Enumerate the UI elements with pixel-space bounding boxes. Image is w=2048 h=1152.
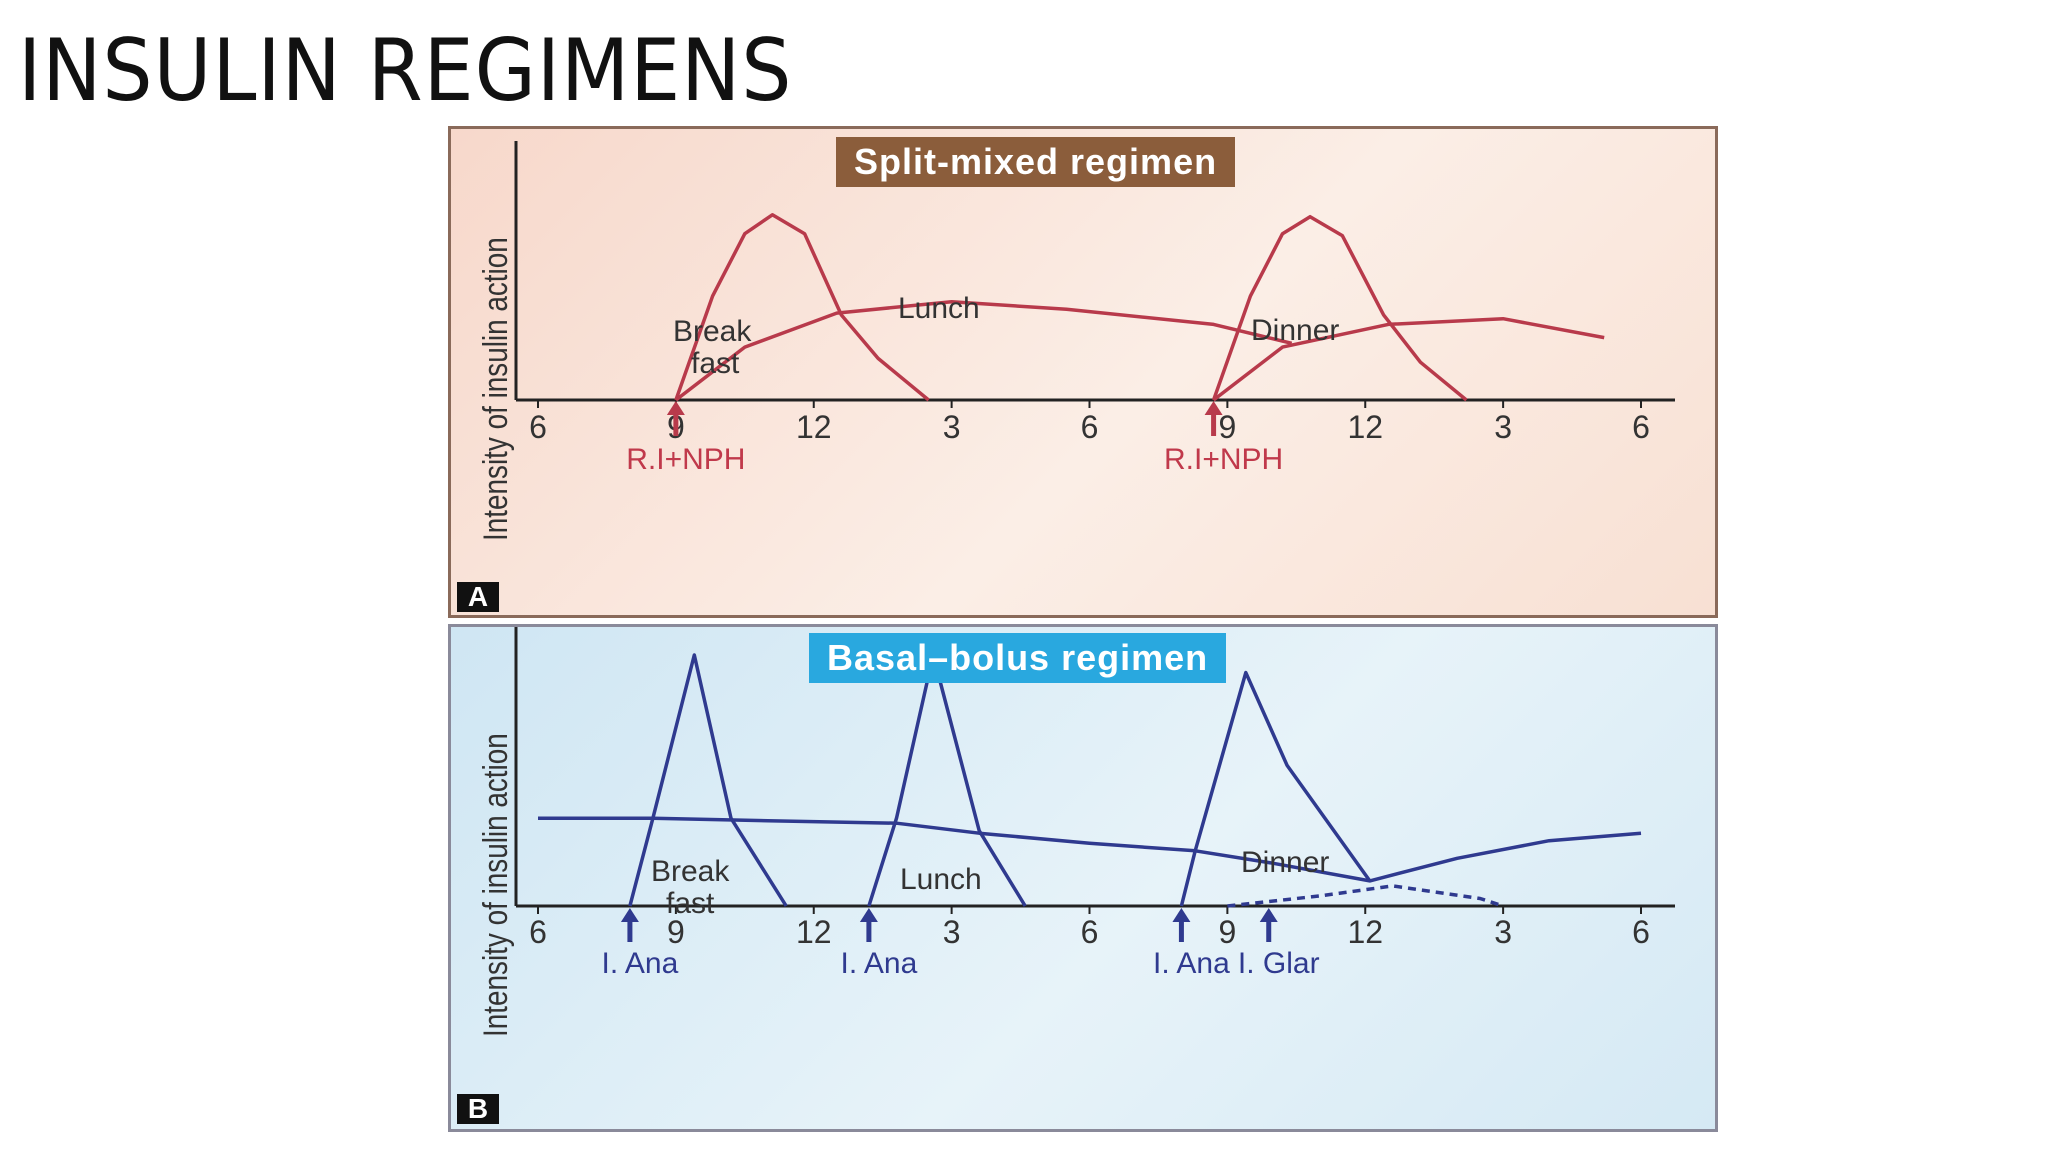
basal-bolus-chart: 6 9 12 3 6 9 12 3 6I. Ana I. Ana I. Ana I. GlarBrea… <box>514 627 1675 980</box>
dose-label: R.I+NPH <box>1164 443 1283 476</box>
x-tick-label: 6 <box>529 409 547 445</box>
breakfast-label-line2: fast <box>691 347 740 380</box>
slide-title: INSULIN REGIMENS <box>18 21 793 121</box>
x-tick-label: 6 <box>1081 409 1099 445</box>
dinner-label: Dinner <box>1241 846 1329 879</box>
x-tick-label: 3 <box>1494 409 1512 445</box>
x-tick-label: 3 <box>943 409 961 445</box>
x-tick-label: 6 <box>529 914 547 950</box>
basal-bolus-panel: 6 9 12 3 6 9 12 3 6 I. Ana I. Ana I. Ana I. Glar Brea… <box>448 624 1718 1132</box>
basal-bolus-title: Basal–bolus regimen <box>809 633 1227 683</box>
dose-label: I. Ana <box>602 947 679 980</box>
panel-b-badge: B <box>457 1094 499 1124</box>
dose-label: I. Glar <box>1238 947 1320 980</box>
series-line <box>1212 316 1605 402</box>
dose-arrow-head <box>666 401 685 415</box>
breakfast-label-line2: fast <box>666 887 715 920</box>
x-tick-label: 12 <box>796 914 832 950</box>
x-tick-label: 3 <box>1494 914 1512 950</box>
x-tick-label: 3 <box>943 914 961 950</box>
dose-label: R.I+NPH <box>626 443 745 476</box>
x-tick-label: 12 <box>796 409 832 445</box>
series-line <box>1179 670 1372 907</box>
dose-arrow-head <box>620 908 639 922</box>
split-mixed-y-axis-label: Intensity of insulin action <box>477 237 515 541</box>
dose-arrow-head <box>1204 401 1223 415</box>
x-tick-label: 6 <box>1081 914 1099 950</box>
x-tick-label: 12 <box>1347 409 1383 445</box>
x-tick-label: 6 <box>1632 409 1650 445</box>
dose-label: I. Ana <box>1153 947 1230 980</box>
dose-label: I. Ana <box>841 947 918 980</box>
series-line <box>628 653 788 907</box>
series-line <box>1227 884 1504 908</box>
x-tick-label: 6 <box>1632 914 1650 950</box>
split-mixed-panel: 69123691236R.I+NPHR.I+NPHBreakfastLunchD… <box>448 126 1718 618</box>
split-mixed-chart: 69123691236R.I+NPHR.I+NPHBreakfastLunchD… <box>514 141 1675 476</box>
lunch-label: Lunch <box>898 292 980 325</box>
x-tick-label: 9 <box>1218 409 1236 445</box>
series-line <box>674 299 1293 402</box>
series-line <box>1211 214 1468 402</box>
breakfast-label: Break <box>673 315 752 348</box>
x-tick-label: 9 <box>667 914 685 950</box>
insulin-regimens-figure: 69123691236R.I+NPHR.I+NPHBreakfastLunchD… <box>448 126 1718 1132</box>
panel-a-badge: A <box>457 582 499 612</box>
x-tick-label: 9 <box>1218 914 1236 950</box>
x-tick-label: 12 <box>1347 914 1383 950</box>
series-line <box>538 816 1642 883</box>
dose-arrow-head <box>1172 908 1191 922</box>
series-line <box>674 213 930 402</box>
dose-arrow-head <box>1259 908 1278 922</box>
basal-bolus-y-axis-label: Intensity of insulin action <box>477 733 515 1037</box>
dinner-label: Dinner <box>1251 314 1339 347</box>
lunch-label: Lunch <box>900 863 982 896</box>
breakfast-label: Break <box>651 855 730 888</box>
split-mixed-title: Split-mixed regimen <box>836 137 1236 187</box>
dose-arrow-head <box>859 908 878 922</box>
